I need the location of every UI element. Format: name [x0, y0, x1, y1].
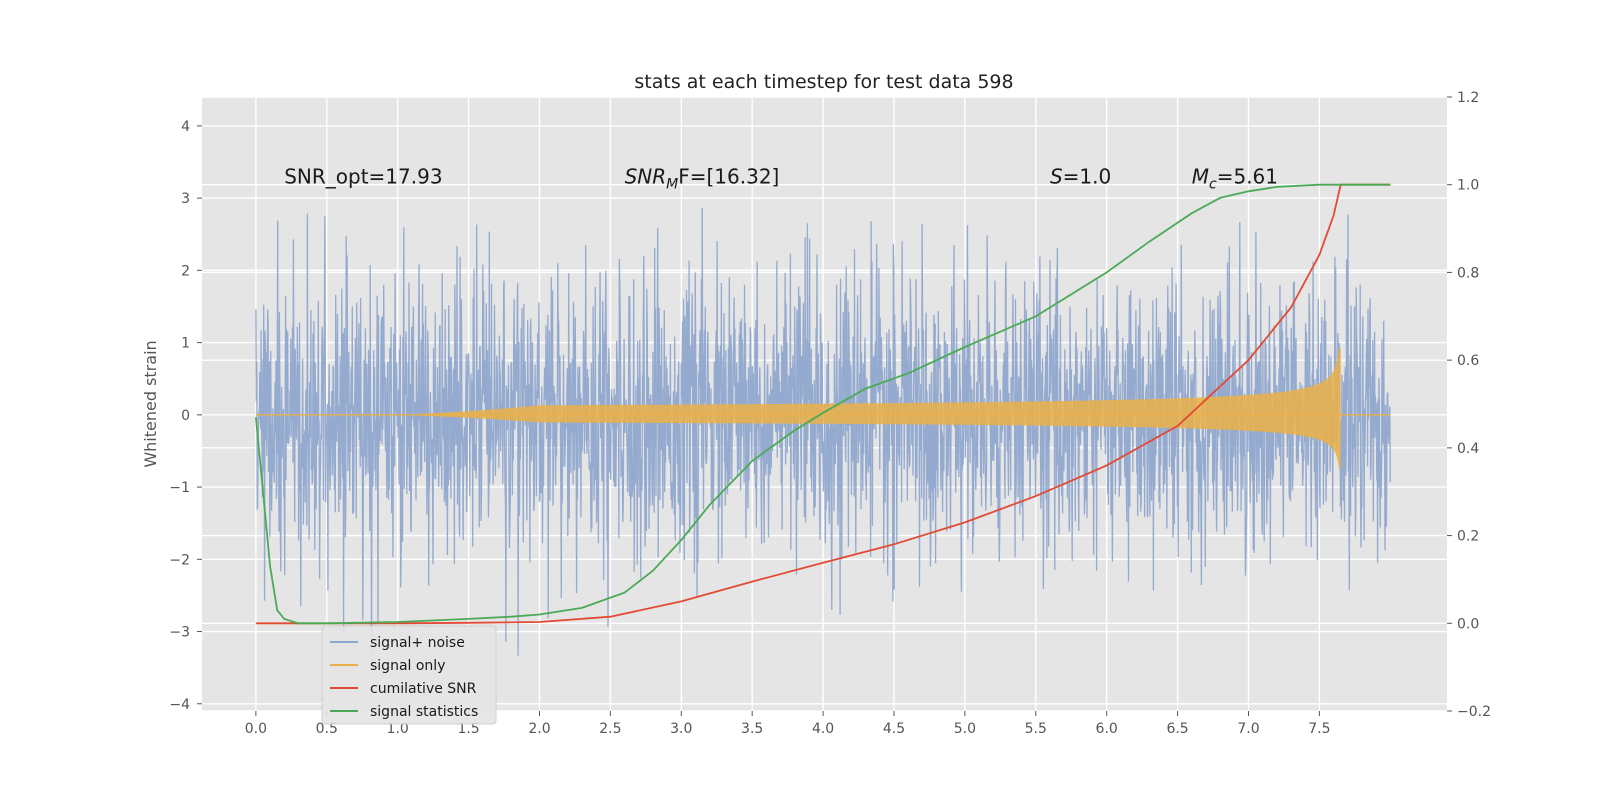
chart-title: stats at each timestep for test data 598: [634, 71, 1013, 93]
y-axis-ticks: −4 −3 −2 −1 0 1 2 3 4: [169, 119, 202, 713]
y2-tick-label: 1.2: [1457, 90, 1479, 106]
y-tick-label: −1: [169, 480, 190, 496]
x-tick-label: 7.0: [1237, 721, 1259, 737]
signal-only-series: [255, 347, 1391, 469]
y2-tick-label: 0.4: [1457, 441, 1479, 457]
annotations: SNR_opt=17.93 SNRMF=[16.32] S=1.0 Mc=5.61: [284, 165, 1278, 193]
legend-label: cumilative SNR: [370, 681, 477, 697]
annotation-value: =1.0: [1063, 165, 1112, 189]
signal-statisticsline: [255, 183, 1391, 625]
y-tick-label: 1: [181, 336, 190, 352]
x-tick-label: 6.0: [1096, 721, 1118, 737]
x-tick-label: 3.0: [670, 721, 692, 737]
annotation-symbol: S: [1050, 165, 1063, 189]
y2-tick-label: 0.0: [1457, 616, 1479, 632]
y-tick-label: −3: [169, 625, 190, 641]
legend-label: signal+ noise: [370, 635, 465, 651]
x-tick-label: 5.0: [954, 721, 976, 737]
y-tick-label: 2: [181, 263, 190, 279]
y2-tick-label: 0.8: [1457, 265, 1479, 281]
x-axis-ticks: 0.0 0.5 1.0 1.5 2.0 2.5 3.0 3.5 4.0 4.5 5.0 5.5 6.0 6…: [245, 711, 1331, 737]
legend-box: [321, 625, 497, 725]
annotation: S=1.0: [1050, 165, 1111, 189]
annotation-subscript: M: [666, 177, 678, 193]
signal-only-envelope: [255, 347, 1341, 469]
x-tick-label: 1.0: [387, 721, 409, 737]
x-tick-label: 1.5: [457, 721, 479, 737]
annotation: SNRMF=[16.32]: [625, 165, 780, 193]
annotation-subscript: c: [1209, 177, 1217, 193]
y2-tick-label: −0.2: [1457, 704, 1491, 720]
signal-noise-line: [255, 207, 1391, 663]
y-axis-label: Whitened strain: [141, 340, 160, 467]
x-tick-label: 6.5: [1166, 721, 1188, 737]
x-tick-label: 3.5: [741, 721, 763, 737]
signal-noise-series: [255, 207, 1391, 663]
right-axis-series: [255, 183, 1391, 625]
y-tick-label: −4: [169, 697, 190, 713]
y2-tick-label: 0.2: [1457, 529, 1479, 545]
x-tick-label: 7.5: [1308, 721, 1330, 737]
y2-axis-ticks: −0.2 0.0 0.2 0.4 0.6 0.8 1.0 1.2: [1447, 90, 1491, 720]
y-tick-label: 3: [181, 191, 190, 207]
y-tick-label: −2: [169, 552, 190, 568]
annotation-value: F=[16.32]: [678, 165, 779, 189]
annotation: SNR_opt=17.93: [284, 165, 442, 189]
x-tick-label: 0.5: [316, 721, 338, 737]
x-tick-label: 4.0: [812, 721, 834, 737]
y-tick-label: 4: [181, 119, 190, 135]
cumilative-snrline: [255, 183, 1391, 625]
legend: signal+ noise signal only cumilative SNR si…: [321, 625, 497, 725]
x-tick-label: 2.5: [599, 721, 621, 737]
y-tick-label: 0: [181, 408, 190, 424]
legend-label: signal only: [370, 658, 445, 674]
x-tick-label: 0.0: [245, 721, 267, 737]
annotation-symbol: SNR: [625, 165, 667, 189]
y2-tick-label: 1.0: [1457, 178, 1479, 194]
legend-label: signal statistics: [370, 704, 478, 720]
annotation-symbol: M: [1192, 165, 1209, 189]
y2-tick-label: 0.6: [1457, 353, 1479, 369]
annotation: Mc=5.61: [1192, 165, 1278, 193]
x-tick-label: 5.5: [1025, 721, 1047, 737]
x-tick-label: 2.0: [528, 721, 550, 737]
annotation-value: =5.61: [1217, 165, 1278, 189]
x-tick-label: 4.5: [883, 721, 905, 737]
